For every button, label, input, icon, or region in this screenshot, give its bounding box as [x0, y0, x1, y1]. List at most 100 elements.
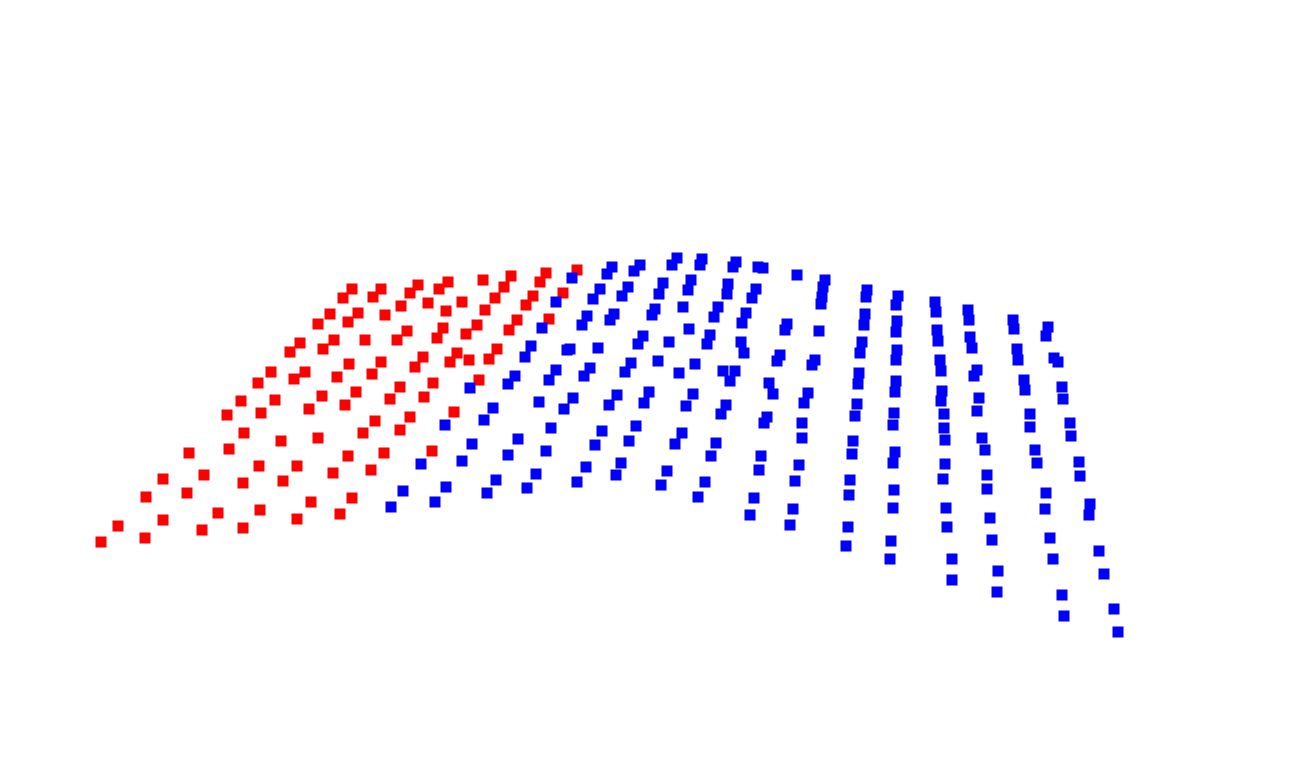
data-point: [968, 370, 980, 382]
data-point: [275, 435, 287, 447]
data-point: [962, 304, 974, 316]
data-point: [576, 319, 588, 331]
data-point: [676, 427, 688, 439]
data-point: [687, 388, 699, 400]
data-point: [479, 304, 491, 316]
data-point: [291, 513, 303, 525]
data-point: [412, 279, 424, 291]
data-point: [802, 387, 814, 399]
data-point: [265, 366, 277, 378]
data-point: [478, 414, 490, 426]
data-point: [649, 303, 661, 315]
data-point: [885, 535, 897, 547]
data-point: [525, 340, 537, 352]
data-point: [615, 457, 627, 469]
data-point: [606, 261, 618, 273]
data-point: [840, 540, 852, 552]
data-point: [1083, 509, 1095, 521]
data-point: [571, 264, 583, 276]
data-point: [849, 410, 861, 422]
data-point: [694, 259, 706, 271]
data-point: [844, 474, 856, 486]
data-point: [757, 262, 769, 274]
data-point: [409, 361, 421, 373]
data-point: [1058, 610, 1070, 622]
data-point: [979, 444, 991, 456]
data-point: [183, 447, 195, 459]
data-point: [813, 325, 825, 337]
data-point: [730, 256, 742, 268]
data-point: [696, 253, 708, 265]
data-point: [1018, 374, 1030, 386]
data-point: [740, 307, 752, 319]
data-point: [981, 469, 993, 481]
data-point: [533, 396, 545, 408]
data-point: [346, 283, 358, 295]
data-point: [327, 467, 339, 479]
data-point: [505, 270, 517, 282]
data-point: [846, 448, 858, 460]
data-point: [781, 318, 793, 330]
data-point: [534, 276, 546, 288]
data-point: [888, 407, 900, 419]
data-point: [481, 487, 493, 499]
data-point: [157, 514, 169, 526]
data-point: [291, 460, 303, 472]
data-point: [653, 288, 665, 300]
data-point: [1024, 408, 1036, 420]
data-point: [1064, 417, 1076, 429]
data-point: [1112, 626, 1124, 638]
data-point: [809, 354, 821, 366]
data-point: [619, 366, 631, 378]
data-point: [758, 417, 770, 429]
data-point: [1084, 498, 1096, 510]
data-point: [473, 374, 485, 386]
data-point: [853, 367, 865, 379]
data-point: [521, 482, 533, 494]
data-point: [677, 301, 689, 313]
data-point: [352, 307, 364, 319]
data-point: [936, 385, 948, 397]
data-point: [254, 504, 266, 516]
data-point: [763, 377, 775, 389]
data-point: [460, 328, 472, 340]
data-point: [328, 334, 340, 346]
data-point: [343, 358, 355, 370]
data-point: [543, 313, 555, 325]
data-point: [312, 318, 324, 330]
data-point: [1029, 444, 1041, 456]
data-point: [623, 435, 635, 447]
series-0: [95, 264, 583, 548]
data-point: [652, 355, 664, 367]
data-point: [437, 322, 449, 334]
data-point: [930, 306, 942, 318]
data-point: [587, 293, 599, 305]
data-point: [1108, 603, 1120, 615]
data-point: [981, 483, 993, 495]
data-point: [339, 399, 351, 411]
data-point: [938, 422, 950, 434]
data-point: [394, 424, 406, 436]
data-point: [851, 398, 863, 410]
data-point: [519, 351, 531, 363]
data-point: [391, 334, 403, 346]
data-point: [1073, 456, 1085, 468]
data-point: [852, 378, 864, 390]
data-point: [237, 522, 249, 534]
data-point: [463, 354, 475, 366]
data-point: [889, 446, 901, 458]
data-point: [337, 292, 349, 304]
data-point: [938, 408, 950, 420]
data-point: [284, 346, 296, 358]
data-point: [1012, 354, 1024, 366]
data-point: [1007, 314, 1019, 326]
data-point: [466, 438, 478, 450]
data-point: [816, 291, 828, 303]
data-point: [427, 377, 439, 389]
data-point: [738, 347, 750, 359]
data-point: [1065, 430, 1077, 442]
data-point: [966, 342, 978, 354]
data-point: [746, 292, 758, 304]
